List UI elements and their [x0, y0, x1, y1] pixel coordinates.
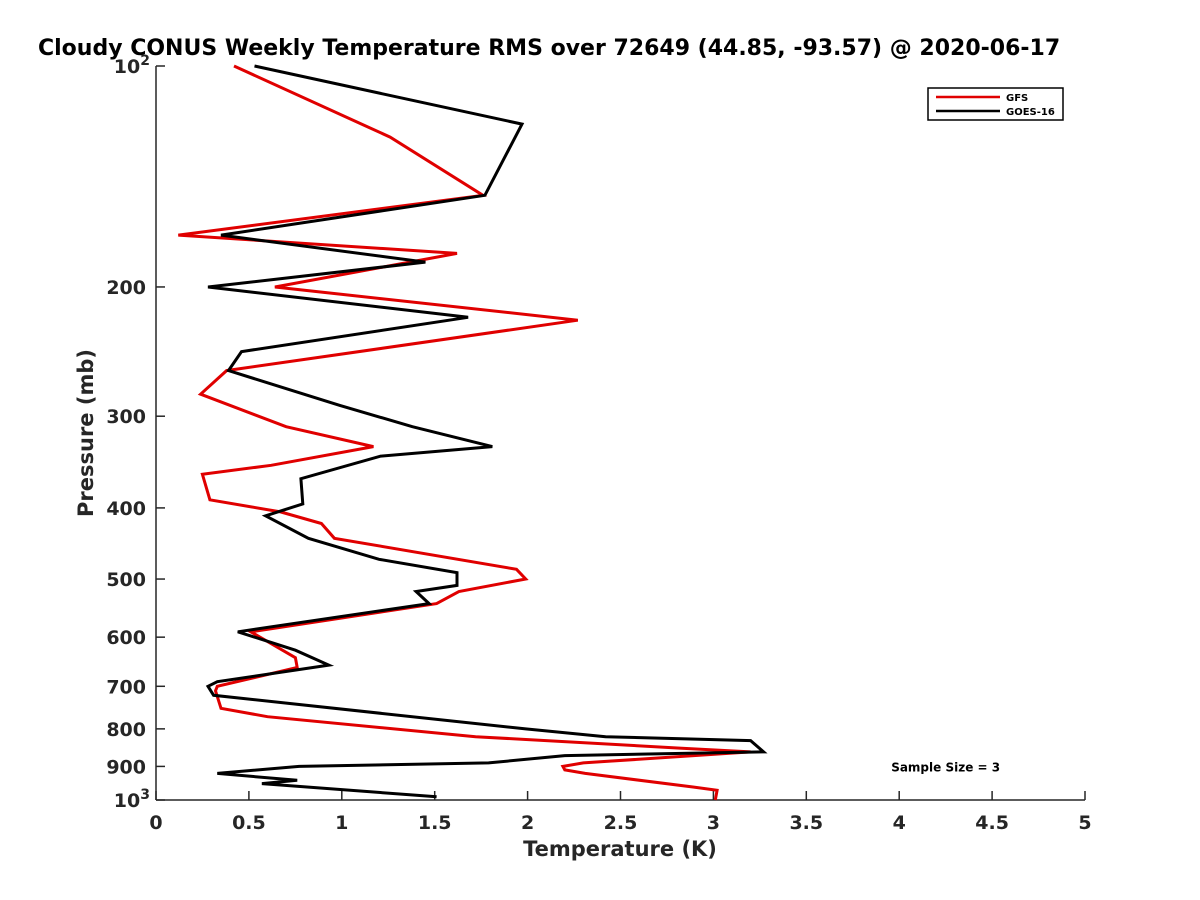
x-tick-label: 4: [893, 812, 906, 834]
y-tick-label: 300: [106, 406, 146, 428]
x-tick-label: 1: [335, 812, 348, 834]
y-tick-label: 600: [106, 627, 146, 649]
series-line-goes-16: [205, 64, 768, 799]
y-tick-label: 103: [114, 787, 150, 812]
y-axis-label: Pressure (mb): [74, 349, 98, 517]
sample-size-note: Sample Size = 3: [891, 760, 1000, 774]
y-tick-label: 102: [114, 53, 150, 78]
y-tick-base: 10: [114, 790, 140, 812]
legend-label: GOES-16: [1006, 107, 1055, 118]
x-tick-label: 2: [521, 812, 534, 834]
x-axis-label: Temperature (K): [523, 837, 717, 861]
axes: 0 0.5 1 1.5 2 2.5 3 3.5 4 4.5 51022003004005006007…: [106, 53, 1091, 834]
x-tick-label: 5: [1078, 812, 1091, 834]
x-tick-label: 0: [149, 812, 162, 834]
y-tick-label: 900: [106, 756, 146, 778]
annotations: Sample Size = 3: [891, 760, 1000, 774]
chart-title: Cloudy CONUS Weekly Temperature RMS over…: [38, 36, 1060, 61]
series-layer: [178, 64, 768, 801]
legend-box: [927, 87, 1064, 121]
x-tick-label: 0.5: [232, 812, 266, 834]
y-tick-label: 400: [106, 498, 146, 520]
x-tick-label: 2.5: [604, 812, 638, 834]
y-tick-exponent: 2: [140, 53, 150, 69]
legend-label: GFS: [1006, 93, 1028, 104]
y-tick-label: 800: [106, 719, 146, 741]
y-tick-label: 500: [106, 569, 146, 591]
y-tick-exponent: 3: [140, 787, 150, 803]
x-tick-label: 3.5: [789, 812, 823, 834]
legend: GFS GOES-16: [927, 87, 1064, 121]
y-tick-label: 200: [106, 277, 146, 299]
x-tick-label: 3: [707, 812, 720, 834]
x-tick-label: 1.5: [418, 812, 452, 834]
y-tick-base: 10: [114, 56, 140, 78]
series-line-gfs: [178, 64, 751, 801]
y-tick-label: 700: [106, 676, 146, 698]
x-tick-label: 4.5: [975, 812, 1009, 834]
